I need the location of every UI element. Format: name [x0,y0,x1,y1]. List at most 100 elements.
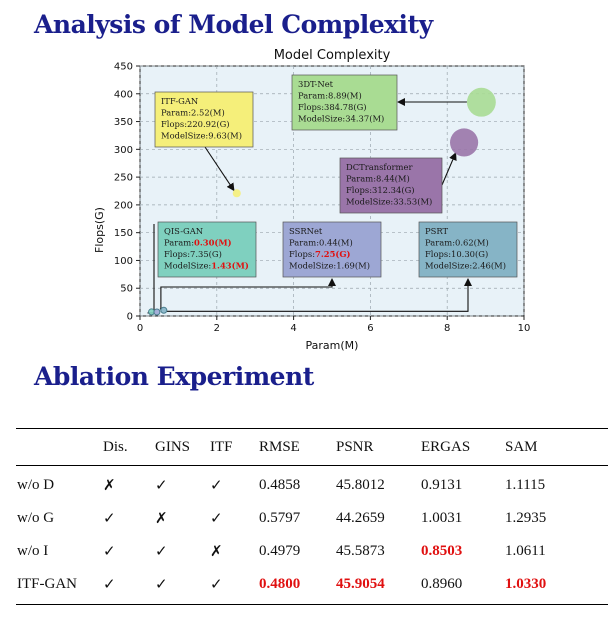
y-tick-label: 350 [114,117,133,128]
annotation-line: Param:0.62(M) [425,238,489,248]
data-point-psrt [160,306,168,314]
annotation-line: DCTransformer [346,162,412,172]
metric-cell: 44.2659 [336,510,385,526]
row-label-cell: w/o D [17,477,55,493]
annotation-arrow [204,146,235,192]
annotation-line: ModelSize:1.43(M) [164,261,249,271]
check-mark-icon: ✓ [155,478,168,494]
y-tick-label: 300 [114,145,133,156]
y-tick-label: 200 [114,200,133,211]
annotation-box [339,157,443,214]
annotation-line: 3DT-Net [298,79,334,89]
header-cell: ERGAS [420,428,504,466]
data-point-3dt-net [466,87,496,117]
annotation-line: Flops:312.34(G) [346,185,415,195]
metric-cell: 0.4979 [259,543,301,559]
check-mark-icon: ✓ [210,478,223,494]
metric-cell: 0.8960 [420,568,504,605]
cross-mark-icon: ✗ [210,544,223,560]
metric-cell: 45.8012 [336,477,385,493]
cross-mark-icon: ✗ [103,478,116,494]
annotation-box [154,91,254,148]
header-cell: RMSE [258,428,335,466]
metric-cell: 45.9054 [335,568,420,605]
row-label-cell: ITF-GAN [16,568,102,605]
annotation-line: Param:8.89(M) [298,91,362,101]
metric-cell: 45.5873 [336,543,385,559]
metric-cell: 0.4858 [259,477,301,493]
row-label-cell: w/o I [17,543,49,559]
metric-cell: 1.2935 [505,510,547,526]
x-tick-label: 2 [214,323,220,334]
annotation-arrow [166,278,472,312]
y-axis-label: Flops(G) [93,207,106,253]
annotation-box [157,221,257,278]
annotation-line: Flops:7.35(G) [164,249,222,259]
y-tick-label: 450 [114,62,133,73]
annotation-line: Param:0.44(M) [289,238,353,248]
y-tick-label: 250 [114,173,133,184]
header-cell: Dis. [102,428,154,466]
table-row: w/o I ✓ ✓ ✗ 0.4979 45.5873 0.8503 1.0611 [16,535,608,568]
annotation-line: ModelSize:33.53(M) [346,197,432,207]
check-mark-icon: ✓ [102,568,154,605]
metric-cell: 1.0031 [421,510,463,526]
chart-title: Model Complexity [274,48,391,63]
table-row: w/o G ✓ ✗ ✓ 0.5797 44.2659 1.0031 1.2935 [16,502,608,535]
y-tick-label: 100 [114,256,133,267]
check-mark-icon: ✓ [103,544,116,560]
header-cell: PSNR [335,428,420,466]
metric-cell: 0.5797 [259,510,301,526]
y-tick-label: 400 [114,89,133,100]
complexity-section-title: Analysis of Model Complexity [34,10,433,39]
header-cell: GINS [154,428,209,466]
metric-cell: 0.9131 [421,477,463,493]
data-point-ssrnet [153,308,161,316]
annotation-arrow [441,152,457,186]
metric-cell: 0.4800 [258,568,335,605]
data-point-itf-gan [232,189,241,198]
x-tick-label: 6 [367,323,373,334]
check-mark-icon: ✓ [209,568,258,605]
annotation-line: QIS-GAN [164,226,203,236]
annotation-line: ModelSize:1.69(M) [289,261,370,271]
annotation-line: SSRNet [289,226,323,236]
y-tick-label: 0 [127,312,133,323]
annotation-line: Flops:10.30(G) [425,249,488,259]
x-tick-label: 8 [444,323,450,334]
ablation-table: Dis. GINS ITF RMSE PSNR ERGAS SAM w/o D ✗… [16,428,608,605]
annotation-box [418,221,518,278]
metric-cell: 1.1115 [505,477,546,493]
metric-cell: 0.8503 [421,543,463,559]
header-cell: SAM [504,428,608,466]
annotation-line: Flops:384.78(G) [298,102,367,112]
y-tick-label: 150 [114,228,133,239]
table-row: w/o D ✗ ✓ ✓ 0.4858 45.8012 0.9131 1.1115 [16,466,608,503]
metric-cell: 1.0611 [505,543,546,559]
row-label-cell: w/o G [17,510,55,526]
check-mark-icon: ✓ [155,544,168,560]
annotation-line: PSRT [425,226,449,236]
ablation-section-title: Ablation Experiment [34,362,314,391]
table-header-row: Dis. GINS ITF RMSE PSNR ERGAS SAM [16,428,608,466]
y-tick-label: 50 [120,284,133,295]
check-mark-icon: ✓ [210,511,223,527]
annotation-line: Param:8.44(M) [346,174,410,184]
cross-mark-icon: ✗ [155,511,168,527]
header-cell: ITF [209,428,258,466]
annotation-line: ModelSize:9.63(M) [161,131,242,141]
check-mark-icon: ✓ [103,511,116,527]
annotation-line: ITF-GAN [161,96,198,106]
header-cell [16,428,102,466]
model-complexity-chart: Model Complexity 0 2 4 6 8 100501001502002503… [93,48,531,352]
x-axis-label: Param(M) [306,339,359,352]
annotation-line: Flops:7.25(G) [289,249,351,259]
annotation-line: ModelSize:2.46(M) [425,261,506,271]
data-point-dctransformer [450,128,479,157]
x-tick-label: 10 [518,323,531,334]
metric-cell: 1.0330 [504,568,608,605]
annotation-box [291,74,398,131]
x-tick-label: 0 [137,323,143,334]
table-row: ITF-GAN ✓ ✓ ✓ 0.4800 45.9054 0.8960 1.0330 [16,568,608,605]
annotation-line: Param:0.30(M) [164,238,232,248]
